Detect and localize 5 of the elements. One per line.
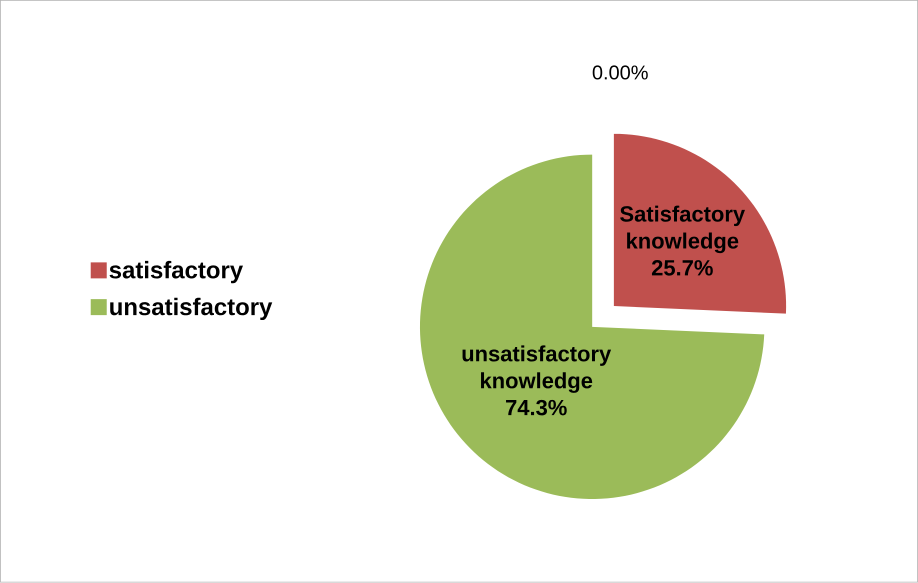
data-label: Satisfactory knowledge 25.7%	[620, 206, 745, 276]
legend-label: unsatisfactory	[110, 298, 272, 320]
text: 0.00%	[592, 66, 648, 80]
data-label: unsatisfactory knowledge 74.3%	[462, 346, 612, 416]
legend-label: satisfactory	[110, 261, 243, 284]
